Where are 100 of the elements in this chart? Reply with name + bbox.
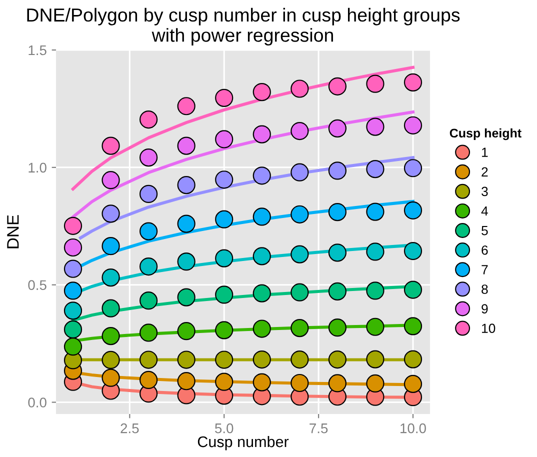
point — [366, 202, 384, 221]
point — [366, 74, 384, 93]
legend-label: 9 — [482, 304, 488, 314]
point — [139, 148, 158, 167]
legend-label: 6 — [482, 245, 488, 255]
point — [328, 77, 347, 96]
point — [328, 350, 347, 369]
point — [290, 163, 309, 182]
point — [290, 122, 309, 140]
point — [404, 350, 422, 368]
x-tick-label: 5.0 — [215, 423, 234, 434]
point — [102, 268, 120, 287]
point — [252, 82, 271, 102]
y-tick-label: 1.0 — [28, 162, 46, 173]
point — [139, 257, 158, 276]
x-tick-label: 7.5 — [310, 424, 328, 434]
point — [64, 260, 82, 278]
point — [328, 374, 347, 392]
point — [102, 136, 120, 155]
point — [404, 73, 422, 92]
point — [366, 374, 384, 393]
point — [215, 88, 234, 107]
point — [366, 318, 384, 336]
point — [177, 252, 196, 271]
point — [102, 237, 120, 256]
point — [252, 125, 271, 144]
legend-label: 5 — [482, 226, 488, 236]
point — [64, 302, 82, 320]
point — [366, 350, 384, 368]
legend-label: 3 — [482, 186, 488, 196]
y-tick-label: 0.0 — [28, 398, 46, 408]
point — [177, 214, 196, 233]
point — [177, 372, 196, 390]
point — [215, 249, 234, 268]
legend-label: 10 — [482, 324, 496, 334]
point — [290, 245, 309, 264]
point — [328, 244, 347, 262]
point — [139, 292, 158, 310]
x-tick-label: 10.0 — [400, 423, 426, 434]
point — [252, 373, 271, 392]
point — [177, 97, 196, 116]
point — [404, 159, 422, 178]
point — [404, 280, 422, 299]
x-tick-label: 2.5 — [120, 423, 139, 434]
point — [328, 202, 347, 222]
y-tick-label: 0.5 — [28, 280, 46, 290]
point — [252, 320, 271, 338]
point — [177, 350, 196, 369]
point — [139, 184, 158, 204]
point — [252, 247, 271, 266]
point — [102, 204, 120, 223]
legend-label: 2 — [482, 167, 488, 176]
point — [290, 350, 309, 369]
legend-title: Cusp height — [450, 128, 522, 140]
point — [177, 136, 196, 155]
point — [64, 238, 82, 257]
legend-label: 7 — [482, 265, 488, 274]
point — [139, 110, 158, 129]
point — [102, 171, 120, 190]
point — [64, 320, 82, 339]
point — [404, 317, 422, 336]
point — [404, 374, 422, 393]
point — [290, 80, 309, 98]
point — [215, 130, 234, 148]
point — [366, 282, 384, 300]
point — [177, 288, 196, 306]
point — [215, 210, 234, 228]
point — [290, 374, 309, 392]
point — [328, 119, 347, 138]
y-axis-title: DNE — [7, 215, 19, 248]
point — [139, 350, 158, 369]
point — [290, 318, 309, 338]
point — [404, 116, 422, 134]
point — [102, 299, 120, 318]
line-series — [71, 66, 415, 191]
y-tick-label: 1.5 — [28, 45, 46, 56]
point — [64, 216, 82, 235]
point — [328, 318, 347, 337]
point — [290, 205, 309, 224]
point — [139, 370, 158, 390]
point — [215, 372, 234, 391]
point — [102, 350, 120, 370]
legend-label: 1 — [482, 148, 488, 157]
legend-label: 4 — [481, 206, 488, 216]
point — [177, 322, 196, 340]
point — [252, 284, 271, 302]
point — [215, 350, 234, 369]
point — [366, 118, 384, 136]
point — [215, 170, 234, 189]
x-axis-title: Cusp number — [198, 436, 289, 450]
chart-title: DNE/Polygon by cusp number in cusp height groups with power regression — [27, 8, 460, 46]
point — [139, 222, 158, 240]
point — [404, 242, 422, 260]
point — [177, 176, 196, 194]
point — [102, 326, 120, 346]
point — [215, 321, 234, 340]
legend-label: 8 — [482, 284, 488, 294]
point — [328, 282, 347, 300]
point — [366, 242, 384, 261]
point — [64, 338, 82, 356]
